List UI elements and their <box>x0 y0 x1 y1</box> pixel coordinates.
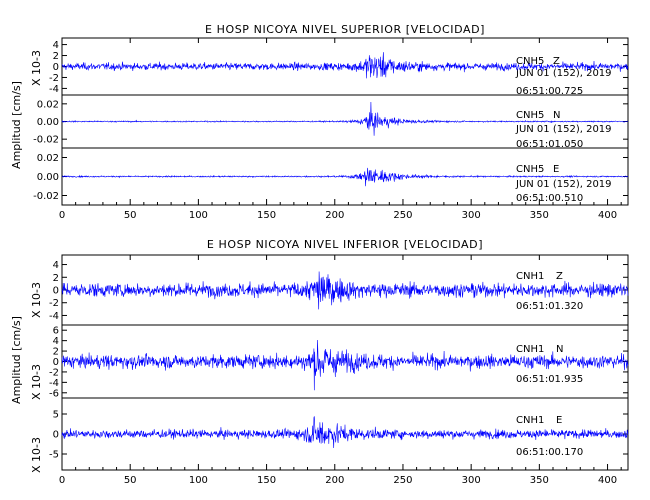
y-tick-label: 4 <box>53 260 59 271</box>
x-tick-label: 300 <box>462 210 481 221</box>
x-tick-label: 250 <box>393 475 412 486</box>
x-tick-label: 200 <box>325 475 344 486</box>
y-tick-label: -2 <box>49 367 59 378</box>
y-axis-label: Amplitud [cm/s] <box>10 81 23 169</box>
panel-title: E HOSP NICOYA NIVEL SUPERIOR [VELOCIDAD] <box>205 23 485 36</box>
y-tick-label: 2 <box>53 51 59 62</box>
y-tick-label: 0.00 <box>37 117 59 128</box>
y-tick-label: 0 <box>53 357 59 368</box>
y-tick-label: -0.02 <box>33 191 59 202</box>
plot-frame <box>61 254 629 471</box>
trace-component: N <box>556 344 563 355</box>
y-tick-label: -6 <box>49 388 59 399</box>
trace-label-cnh5-e: CNH5 E JUN 01 (152), 2019 06:51:00.510 <box>515 164 612 204</box>
panel-inferior: E HOSP NICOYA NIVEL INFERIOR [VELOCIDAD]… <box>10 238 583 473</box>
x-tick-label: 250 <box>393 210 412 221</box>
trace-date: JUN 01 (152), 2019 <box>515 124 612 135</box>
x-tick-label: 0 <box>59 210 65 221</box>
y-tick-label: 6 <box>53 326 59 337</box>
trace-label-cnh5-z: CNH5 Z JUN 01 (152), 2019 06:51:00.725 <box>515 56 612 97</box>
y-tick-label: -2 <box>49 298 59 309</box>
x-tick-label: 400 <box>598 210 617 221</box>
y-tick-label: 0.00 <box>37 172 59 183</box>
trace-label-cnh1-e: CNH1 E 06:51:00.170 <box>516 415 583 458</box>
trace-component: N <box>553 110 560 121</box>
x-tick-label: 0 <box>59 475 65 486</box>
waveform-cnh1-n <box>61 339 629 391</box>
y-tick-label: 0.02 <box>37 153 59 164</box>
scale-label: X 10-3 <box>30 282 43 318</box>
trace-label-cnh1-n: CNH1 N 06:51:01.935 <box>516 344 583 385</box>
waveform-cnh5-n <box>61 101 629 136</box>
y-tick-label: -4 <box>49 311 59 322</box>
y-tick-label: 4 <box>53 40 59 51</box>
scale-label: X 10-3 <box>30 50 43 86</box>
panel-superior: E HOSP NICOYA NIVEL SUPERIOR [VELOCIDAD]… <box>10 23 612 204</box>
y-tick-label: -4 <box>49 84 59 95</box>
trace-component: E <box>556 415 562 426</box>
y-tick-label: 0 <box>53 62 59 73</box>
trace-time: 06:51:01.050 <box>516 139 583 150</box>
y-tick-label: -5 <box>49 450 59 461</box>
trace-time: 06:51:00.510 <box>516 193 583 204</box>
trace-station: CNH5 <box>516 56 544 67</box>
y-tick-label: 4 <box>53 336 59 347</box>
y-tick-label: 0.02 <box>37 99 59 110</box>
trace-time: 06:51:01.935 <box>516 374 583 385</box>
trace-time: 06:51:01.320 <box>516 301 583 312</box>
x-tick-label: 300 <box>462 475 481 486</box>
y-tick-label: 5 <box>53 410 59 421</box>
trace-date: JUN 01 (152), 2019 <box>515 179 612 190</box>
trace-time: 06:51:00.725 <box>516 86 583 97</box>
y-tick-label: -4 <box>49 378 59 389</box>
x-tick-label: 50 <box>124 210 137 221</box>
trace-station: CNH1 <box>516 415 544 426</box>
panel-title: E HOSP NICOYA NIVEL INFERIOR [VELOCIDAD] <box>207 238 483 251</box>
y-tick-label: 0 <box>53 286 59 297</box>
trace-date: JUN 01 (152), 2019 <box>515 68 612 79</box>
trace-label-cnh5-n: CNH5 N JUN 01 (152), 2019 06:51:01.050 <box>515 110 612 150</box>
scale-label: X 10-3 <box>30 437 43 473</box>
waveform-cnh5-e <box>61 167 629 187</box>
y-tick-label: 2 <box>53 273 59 284</box>
trace-label-cnh1-z: CNH1 Z 06:51:01.320 <box>516 271 583 312</box>
trace-component: Z <box>553 56 560 67</box>
x-tick-label: 100 <box>189 210 208 221</box>
x-tick-label: 100 <box>189 475 208 486</box>
trace-time: 06:51:00.170 <box>516 447 583 458</box>
trace-component: E <box>553 164 559 175</box>
x-tick-label: 50 <box>124 475 137 486</box>
x-tick-label: 400 <box>598 475 617 486</box>
trace-component: Z <box>556 271 563 282</box>
waveform-cnh1-e <box>61 416 629 449</box>
scale-label: X 10-3 <box>30 364 43 400</box>
y-tick-label: -0.02 <box>33 135 59 146</box>
trace-station: CNH1 <box>516 344 544 355</box>
y-tick-label: 0 <box>53 430 59 441</box>
plot-marks: 0 50 100 150 200 250 300 350 400420-2-40.020.00-… <box>33 37 629 486</box>
x-tick-label: 350 <box>530 475 549 486</box>
waveform-cnh5-z <box>61 52 629 79</box>
trace-station: CNH5 <box>516 110 544 121</box>
x-tick-label: 200 <box>325 210 344 221</box>
y-tick-label: -2 <box>49 73 59 84</box>
y-axis-label: Amplitud [cm/s] <box>10 316 23 404</box>
y-tick-label: 2 <box>53 347 59 358</box>
trace-station: CNH5 <box>516 164 544 175</box>
x-tick-label: 350 <box>530 210 549 221</box>
x-tick-label: 150 <box>257 475 276 486</box>
x-tick-label: 150 <box>257 210 276 221</box>
trace-station: CNH1 <box>516 271 544 282</box>
waveform-cnh1-z <box>61 271 629 310</box>
